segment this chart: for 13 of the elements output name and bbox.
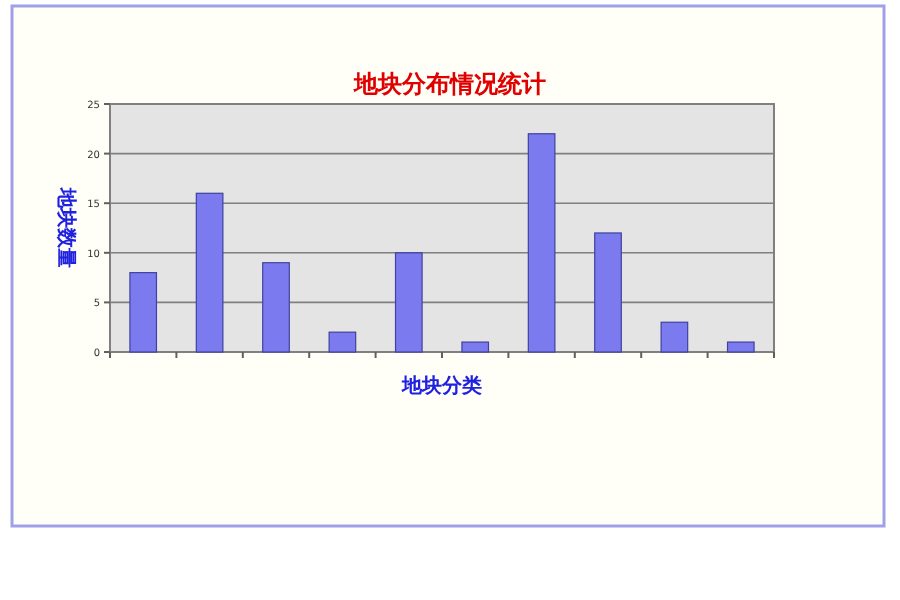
bar (461, 341, 490, 353)
bar (195, 192, 224, 353)
bar (660, 321, 689, 353)
bar (594, 232, 622, 353)
bar (129, 272, 158, 353)
chart-title: 地块分布情况统计 (352, 70, 546, 98)
bar (328, 331, 357, 353)
bar (726, 341, 755, 353)
y-axis-title: 地块数量 (54, 186, 78, 268)
bar (262, 262, 290, 353)
x-axis-title: 地块分类 (400, 374, 482, 398)
bar (527, 133, 556, 353)
bar (394, 252, 423, 353)
